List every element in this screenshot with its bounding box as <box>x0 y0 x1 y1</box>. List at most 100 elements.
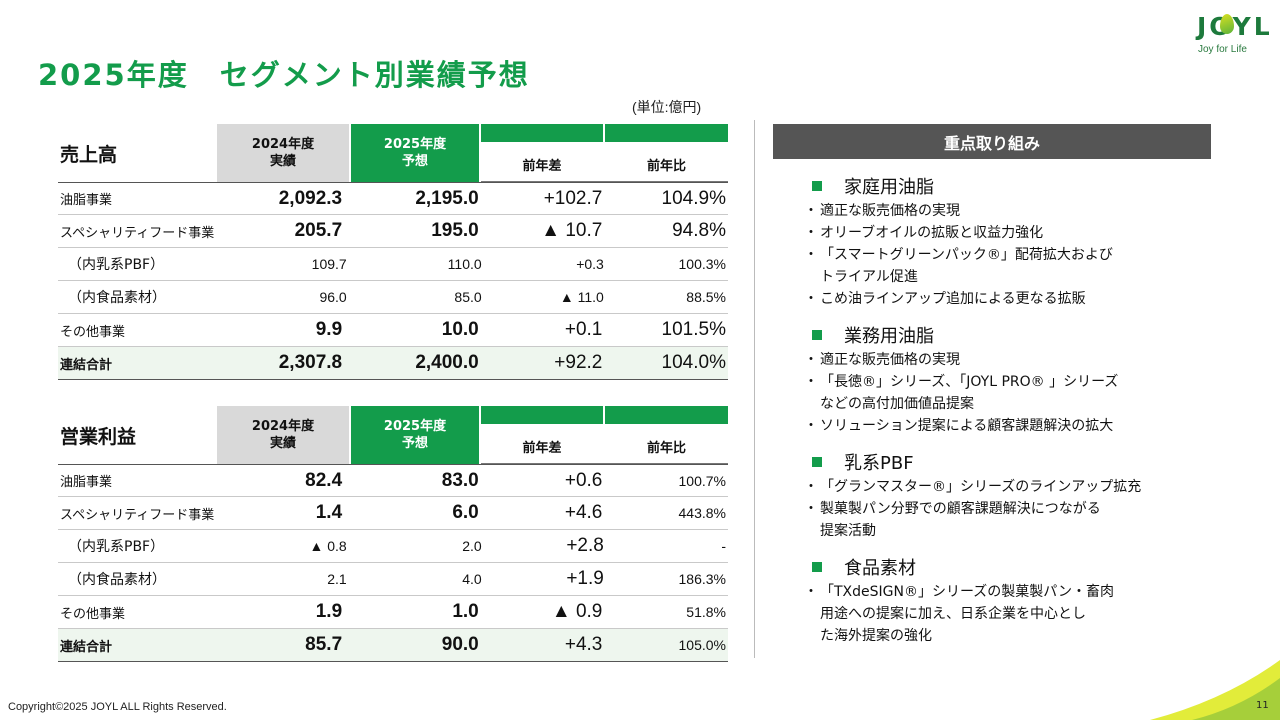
col-2025-header: 2025年度 予想 <box>351 124 479 182</box>
col-2024-year: 2024年度 <box>251 419 315 434</box>
col-2025-year: 2025年度 <box>383 137 447 152</box>
bullet-text: 提案活動 <box>820 523 876 539</box>
value-2025: 2,195.0 <box>415 187 479 209</box>
green-square-icon <box>812 457 822 467</box>
value-ratio: 186.3% <box>678 571 726 587</box>
bullet-item: ・こめ油ラインアップ追加による更なる拡販 <box>804 288 1232 310</box>
value-diff: +4.6 <box>564 502 603 523</box>
oil-drop-icon <box>1220 14 1234 34</box>
bullet-text: 「グランマスター®」シリーズのラインアップ拡充 <box>820 479 1142 495</box>
row-label: （内乳系PBF） <box>68 257 165 273</box>
value-diff: +2.8 <box>566 535 604 556</box>
value-2025: 2,400.0 <box>415 352 479 373</box>
section-title: 乳系PBF <box>844 453 914 474</box>
focus-section: 乳系PBF ・「グランマスター®」シリーズのラインアップ拡充 ・製菓製パン分野で… <box>804 450 1232 542</box>
value-2024: 85.7 <box>305 634 343 655</box>
table-row: その他事業 1.9 1.0 ▲ 0.9 51.8% <box>58 596 728 629</box>
col-2024-header: 2024年度 実績 <box>217 124 349 182</box>
header-green-bar <box>605 406 728 424</box>
value-diff: +4.3 <box>564 634 603 655</box>
total-row: 連結合計 85.7 90.0 +4.3 105.0% <box>58 629 728 662</box>
col-2024-year: 2024年度 <box>251 137 315 152</box>
bullet-text: 「TXdeSIGN®」シリーズの製菓製パン・畜肉 <box>820 584 1114 600</box>
value-2025: 10.0 <box>441 319 479 340</box>
value-2024: 1.4 <box>315 502 343 523</box>
value-2025: 90.0 <box>441 634 479 655</box>
table-row: 油脂事業 2,092.3 2,195.0 +102.7 104.9% <box>58 182 728 215</box>
value-2025: 2.0 <box>462 538 482 554</box>
page-number: 11 <box>1256 700 1269 711</box>
value-2024: 96.0 <box>319 289 347 305</box>
value-ratio: 88.5% <box>686 289 726 305</box>
bullet-item: ・適正な販売価格の実現 <box>804 349 1232 371</box>
row-label: （内食品素材） <box>68 572 166 588</box>
joyl-logo: JOYL Joy for Life <box>1184 6 1274 56</box>
row-label: その他事業 <box>60 606 126 622</box>
bullet-item: ・「グランマスター®」シリーズのラインアップ拡充 <box>804 476 1232 498</box>
header-divider <box>481 181 728 182</box>
header-green-bar <box>481 124 603 142</box>
bullet-item: ・「スマートグリーンパック®」配荷拡大および <box>804 244 1232 266</box>
col-diff-header: 前年差 <box>522 158 562 174</box>
value-2024: 109.7 <box>311 256 347 272</box>
focus-section: 家庭用油脂 ・適正な販売価格の実現 ・オリーブオイルの拡販と収益力強化 ・「スマ… <box>804 174 1232 310</box>
row-label: 油脂事業 <box>60 193 113 208</box>
bullet-text: オリーブオイルの拡販と収益力強化 <box>820 225 1044 241</box>
row-label: （内乳系PBF） <box>68 539 165 555</box>
col-ratio-header: 前年比 <box>646 440 686 456</box>
row-label: スペシャリティフード事業 <box>60 507 215 523</box>
value-diff: +92.2 <box>554 352 603 373</box>
bullet-text: 「長徳®」シリーズ、「JOYL PRO® 」シリーズ <box>820 374 1119 390</box>
value-ratio: - <box>721 538 726 554</box>
value-2024: ▲ 0.8 <box>309 538 347 554</box>
table-row: （内食品素材） 2.1 4.0 +1.9 186.3% <box>58 563 728 596</box>
value-diff: ▲ 0.9 <box>551 601 603 622</box>
green-square-icon <box>812 330 822 340</box>
focus-section: 業務用油脂 ・適正な販売価格の実現 ・「長徳®」シリーズ、「JOYL PRO® … <box>804 323 1232 437</box>
value-ratio: 105.0% <box>678 637 726 653</box>
bullet-text: こめ油ラインアップ追加による更なる拡販 <box>820 291 1086 307</box>
table-row: （内乳系PBF） 109.7 110.0 +0.3 100.3% <box>58 248 728 281</box>
col-2025-year: 2025年度 <box>383 419 447 434</box>
value-ratio: 443.8% <box>678 505 726 521</box>
value-ratio: 94.8% <box>672 220 726 241</box>
table-row: （内乳系PBF） ▲ 0.8 2.0 +2.8 - <box>58 530 728 563</box>
col-2025-type: 予想 <box>401 436 428 451</box>
bullet-continuation: 提案活動 <box>804 520 1232 542</box>
bullet-continuation: た海外提案の強化 <box>804 625 1232 647</box>
bullet-continuation: 用途への提案に加え、日系企業を中心とし <box>804 603 1232 625</box>
logo-tagline: Joy for Life <box>1198 44 1247 55</box>
value-diff: +102.7 <box>543 187 603 209</box>
table-row: その他事業 9.9 10.0 +0.1 101.5% <box>58 314 728 347</box>
bullet-text: 製菓製パン分野での顧客課題解決につながる <box>820 501 1101 517</box>
value-2024: 1.9 <box>315 601 343 622</box>
value-ratio: 104.9% <box>661 187 726 209</box>
value-ratio: 100.7% <box>678 472 726 489</box>
bullet-item: ・「長徳®」シリーズ、「JOYL PRO® 」シリーズ <box>804 371 1232 393</box>
value-diff: +0.6 <box>564 469 603 491</box>
logo-wordmark: JOYL <box>1197 12 1273 41</box>
header-divider <box>481 463 728 464</box>
value-ratio: 100.3% <box>678 256 726 272</box>
bullet-item: ・適正な販売価格の実現 <box>804 200 1232 222</box>
value-2025: 4.0 <box>462 571 482 587</box>
col-2024-type: 実績 <box>269 154 296 169</box>
section-title: 食品素材 <box>844 558 916 579</box>
col-2025-type: 予想 <box>401 154 428 169</box>
section-title: 家庭用油脂 <box>844 177 934 198</box>
operating-profit-table: 営業利益 2024年度 実績 2025年度 予想 前年差 前年比 油脂事業 82… <box>58 406 728 662</box>
green-square-icon <box>812 181 822 191</box>
value-ratio: 101.5% <box>661 319 726 340</box>
header-green-bar <box>481 406 603 424</box>
value-diff: +0.3 <box>576 256 604 272</box>
value-2024: 205.7 <box>294 220 343 241</box>
value-2025: 1.0 <box>452 601 479 622</box>
bullet-item: ・ソリューション提案による顧客課題解決の拡大 <box>804 415 1232 437</box>
bullet-text: ソリューション提案による顧客課題解決の拡大 <box>820 418 1114 434</box>
value-2024: 9.9 <box>315 319 343 340</box>
value-ratio: 104.0% <box>661 352 726 373</box>
value-2025: 85.0 <box>454 289 482 305</box>
unit-label: (単位:億円) <box>632 99 702 115</box>
table-title: 売上高 <box>60 145 118 166</box>
bullet-continuation: トライアル促進 <box>804 266 1232 288</box>
